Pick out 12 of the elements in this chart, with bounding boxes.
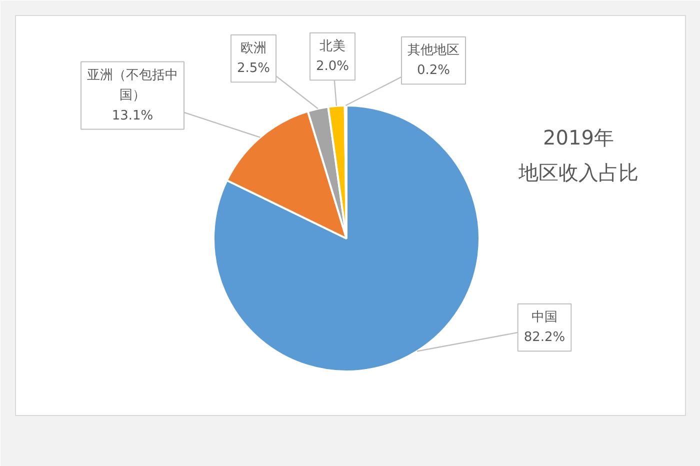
- data-label: 2.0%: [316, 59, 350, 74]
- slice-label: 北美: [320, 38, 346, 54]
- text: 2019年: [543, 126, 614, 150]
- data-label: 82.2%: [524, 330, 566, 346]
- data-label: 0.2%: [416, 63, 450, 78]
- text: 地区收入占比: [518, 160, 638, 184]
- slice-label: 其他地区: [408, 42, 460, 58]
- slice-label: 中国: [532, 310, 558, 325]
- data-label: 2.5%: [236, 61, 270, 76]
- slice-label: 欧洲: [240, 40, 266, 56]
- slice-label: 亚洲（不包括中国）: [87, 68, 178, 103]
- data-label: 13.1%: [112, 108, 154, 124]
